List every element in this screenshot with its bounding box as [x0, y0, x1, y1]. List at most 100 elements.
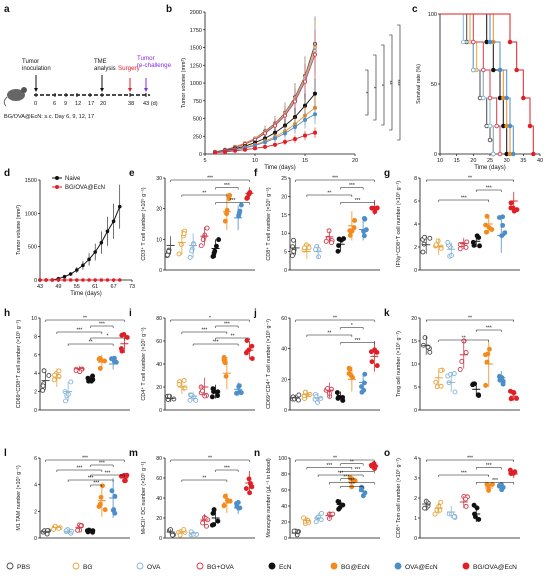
y-tick-label: 500 — [28, 245, 37, 251]
legend-marker — [268, 562, 276, 570]
significance-bracket — [295, 179, 375, 182]
data-point — [438, 383, 444, 389]
data-point — [329, 240, 334, 246]
y-axis-label: MHCII⁺ DC number (×10⁵ g⁻¹) — [141, 461, 147, 534]
data-point — [445, 239, 451, 245]
group-BG+OVA — [457, 237, 470, 252]
data-point — [45, 528, 50, 534]
data-point — [347, 228, 353, 234]
group-BG@EcN — [96, 483, 108, 517]
group-BG+OVA — [198, 225, 210, 249]
data-point — [46, 372, 52, 378]
data-point — [187, 397, 193, 403]
y-tick-label: 80 — [281, 472, 287, 478]
y-tick-label: 4 — [414, 456, 417, 462]
legend-label: EcN — [279, 564, 292, 571]
data-point — [438, 499, 444, 505]
data-point — [352, 218, 358, 223]
data-point — [483, 382, 489, 388]
group-BG+OVA — [73, 365, 85, 375]
data-point — [86, 378, 92, 384]
data-point — [244, 338, 250, 344]
significance-bracket — [181, 479, 228, 482]
survival-BG/OVA@EcN — [440, 13, 536, 157]
legend-label: BG@EcN — [341, 564, 370, 571]
y-tick-label: 10 — [156, 237, 162, 243]
mouse-tail — [3, 96, 8, 107]
legend-label: PBS — [17, 564, 31, 571]
data-point — [222, 493, 228, 499]
group-BG/OVA@EcN — [243, 338, 255, 361]
significance-label: *** — [338, 471, 344, 477]
data-point — [177, 532, 183, 538]
group-BG@EcN — [222, 192, 233, 231]
data-point — [223, 373, 229, 379]
group-BG@EcN — [221, 354, 231, 390]
data-point — [105, 278, 110, 282]
data-point — [252, 146, 258, 151]
significance-label: ** — [202, 191, 206, 197]
y-axis-label: Tumor volume (mm³) — [181, 58, 187, 108]
y-tick-label: 80 — [156, 456, 162, 462]
y-tick-label: 100 — [278, 456, 287, 462]
data-point — [40, 383, 46, 389]
y-tick-label: 60 — [281, 316, 287, 322]
x-tick-label: 10 — [252, 158, 258, 164]
significance-label: *** — [207, 176, 213, 182]
panel-letter-j: j — [253, 308, 257, 319]
significance-bracket — [397, 24, 401, 141]
panel-f: f 0 5 10 15 20 25 CD8⁺ T cell number (×10⁵ g⁻¹)… — [254, 168, 380, 274]
x-tick-label: 20 — [470, 158, 476, 164]
significance-label: *** — [88, 476, 94, 482]
panel-letter-a: a — [4, 4, 10, 15]
group-BG+OVA — [323, 228, 335, 246]
significance-label: * — [374, 86, 380, 89]
data-point — [319, 510, 324, 516]
significance-label: *** — [213, 340, 219, 346]
survival-point — [497, 151, 503, 157]
survival-point — [471, 67, 476, 73]
y-tick-label: 4 — [414, 222, 417, 228]
group-PBS — [289, 237, 300, 259]
data-point — [335, 395, 341, 401]
panel-letter-d: d — [4, 168, 10, 179]
y-tick-label: 20 — [281, 520, 287, 526]
significance-label: *** — [230, 198, 236, 204]
group-OVA — [445, 239, 456, 259]
significance-bracket — [192, 343, 239, 346]
mouse-icon — [3, 87, 27, 107]
y-axis-label: Monocyte number (μL⁻¹ in blood) — [266, 458, 272, 538]
data-point — [238, 202, 244, 208]
timeline-axis — [34, 93, 150, 97]
panel-letter-h: h — [4, 308, 10, 319]
y-tick-label: 1250 — [190, 63, 202, 69]
data-point — [204, 225, 210, 231]
significance-bracket — [329, 482, 375, 485]
y-tick-label: 40 — [156, 362, 162, 368]
significance-label: *** — [349, 482, 355, 488]
data-point — [98, 357, 104, 363]
significance-label: *** — [82, 456, 88, 462]
significance-bracket — [170, 179, 250, 182]
group-OVA@EcN — [359, 371, 368, 395]
timeline-tick-label: 0 — [34, 101, 37, 107]
significance-label: *** — [343, 474, 349, 480]
significance-label: *** — [349, 478, 355, 484]
group-BG@EcN — [483, 341, 493, 388]
data-point — [472, 514, 478, 520]
significance-label: *** — [398, 78, 404, 85]
group-PBS — [166, 527, 176, 538]
significance-label: *** — [486, 463, 492, 469]
significance-label: ** — [350, 459, 354, 465]
data-point — [38, 278, 42, 282]
group-PBS — [40, 528, 51, 537]
timeline-tick-label: 20 — [100, 101, 106, 107]
mouse-head — [21, 87, 27, 93]
significance-bracket — [90, 464, 114, 467]
data-point — [75, 268, 79, 272]
rechallenge-label: re-challenge — [137, 62, 172, 69]
group-OVA@EcN — [496, 214, 508, 253]
significance-label: ** — [468, 176, 472, 182]
y-tick-label: 0 — [414, 268, 417, 274]
